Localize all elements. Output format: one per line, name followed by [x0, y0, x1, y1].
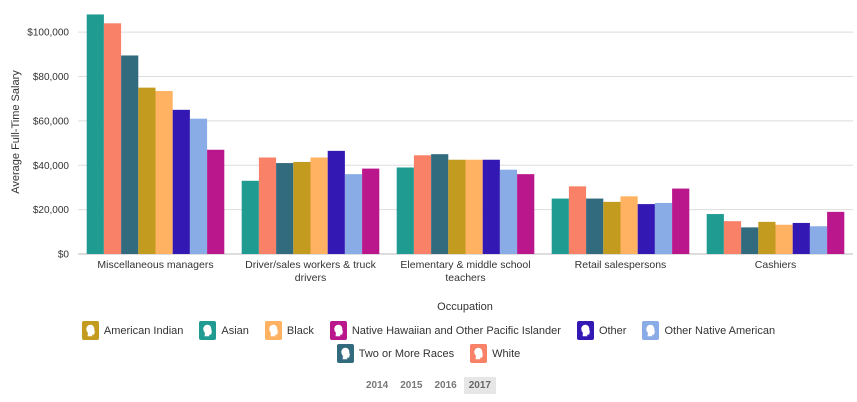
- bar[interactable]: [741, 227, 759, 254]
- bar[interactable]: [603, 201, 621, 254]
- person-head-icon: [470, 344, 488, 363]
- legend-label: Other Native American: [664, 324, 776, 337]
- bar[interactable]: [723, 221, 742, 254]
- bar[interactable]: [362, 168, 380, 254]
- x-tick-label: drivers: [295, 272, 327, 284]
- bar[interactable]: [121, 55, 139, 254]
- legend-row: American Indian Asian Black Native Hawaiian…: [0, 319, 857, 342]
- bar[interactable]: [620, 196, 638, 254]
- bar[interactable]: [586, 198, 604, 254]
- legend-item[interactable]: Asian: [199, 321, 249, 340]
- x-tick-label: Retail salespersons: [575, 259, 667, 271]
- bar[interactable]: [792, 222, 810, 254]
- year-option-2015[interactable]: 2015: [400, 380, 423, 391]
- y-tick-label: $0: [58, 250, 70, 261]
- bar[interactable]: [276, 163, 294, 254]
- bar[interactable]: [241, 180, 259, 254]
- bar[interactable]: [86, 14, 104, 254]
- bar[interactable]: [396, 167, 414, 254]
- y-tick-label: $60,000: [33, 116, 70, 127]
- bar[interactable]: [138, 87, 156, 254]
- bar[interactable]: [189, 118, 208, 254]
- y-tick-label: $80,000: [33, 72, 70, 83]
- bar[interactable]: [207, 149, 225, 254]
- legend-label: Asian: [221, 324, 249, 337]
- x-tick-label: Elementary & middle school: [400, 259, 530, 271]
- person-head-icon: [81, 321, 99, 340]
- legend-label: Native Hawaiian and Other Pacific Island…: [351, 324, 561, 337]
- bar[interactable]: [482, 159, 500, 254]
- bar[interactable]: [413, 155, 432, 254]
- person-head-icon: [199, 321, 217, 340]
- x-tick-label: teachers: [445, 272, 485, 284]
- bar[interactable]: [827, 211, 845, 254]
- year-selector: 2014 2015 2016 2017: [0, 377, 857, 394]
- x-tick-label: Driver/sales workers & truck: [245, 259, 376, 271]
- person-head-icon: [336, 344, 354, 363]
- bar[interactable]: [706, 214, 724, 254]
- bar[interactable]: [568, 186, 587, 254]
- legend: American Indian Asian Black Native Hawaiian…: [0, 319, 857, 365]
- bar[interactable]: [155, 90, 173, 255]
- y-tick-label: $100,000: [27, 28, 69, 39]
- bar[interactable]: [310, 157, 328, 254]
- legend-item[interactable]: American Indian: [81, 321, 184, 340]
- legend-item[interactable]: Other Native American: [642, 321, 775, 340]
- legend-label: Black: [286, 324, 314, 337]
- y-axis-title: Average Full-Time Salary: [10, 70, 22, 194]
- legend-item[interactable]: Other: [576, 321, 627, 340]
- legend-item[interactable]: White: [470, 344, 520, 363]
- bar[interactable]: [758, 221, 776, 254]
- x-tick-label: Miscellaneous managers: [97, 259, 213, 271]
- bar[interactable]: [327, 150, 345, 254]
- bar[interactable]: [448, 159, 466, 254]
- person-head-icon: [329, 321, 347, 340]
- legend-label: Two or More Races: [358, 347, 455, 360]
- bar[interactable]: [465, 159, 483, 254]
- bar[interactable]: [654, 202, 673, 254]
- bar-chart: $0 $20,000 $40,000 $60,000 $80,000 $100,000 Av…: [10, 14, 853, 313]
- bar[interactable]: [172, 109, 190, 254]
- bar[interactable]: [344, 174, 363, 254]
- y-tick-label: $20,000: [33, 205, 70, 216]
- bar[interactable]: [637, 204, 655, 254]
- bar[interactable]: [258, 157, 277, 254]
- year-option-2016[interactable]: 2016: [434, 380, 457, 391]
- year-option-2017[interactable]: 2017: [463, 377, 496, 394]
- year-option-2014[interactable]: 2014: [366, 380, 389, 391]
- bar[interactable]: [293, 161, 311, 254]
- legend-label: American Indian: [103, 324, 184, 337]
- legend-item[interactable]: Two or More Races: [336, 344, 455, 363]
- bar[interactable]: [672, 188, 690, 254]
- bar[interactable]: [551, 198, 569, 254]
- legend-row: Two or More Races White: [0, 342, 857, 365]
- legend-item[interactable]: Black: [264, 321, 314, 340]
- y-tick-label: $40,000: [33, 161, 70, 172]
- bar[interactable]: [499, 169, 518, 254]
- bar[interactable]: [431, 154, 449, 254]
- x-axis-title: Occupation: [437, 301, 493, 313]
- bar[interactable]: [775, 224, 793, 254]
- person-head-icon: [576, 321, 594, 340]
- legend-label: White: [492, 347, 521, 360]
- legend-label: Other: [598, 324, 627, 337]
- bar[interactable]: [103, 23, 122, 255]
- x-tick-label: Cashiers: [755, 259, 796, 271]
- person-head-icon: [264, 321, 282, 340]
- bar[interactable]: [517, 174, 535, 254]
- legend-item[interactable]: Native Hawaiian and Other Pacific Island…: [329, 321, 561, 340]
- bar[interactable]: [809, 226, 828, 254]
- person-head-icon: [642, 321, 660, 340]
